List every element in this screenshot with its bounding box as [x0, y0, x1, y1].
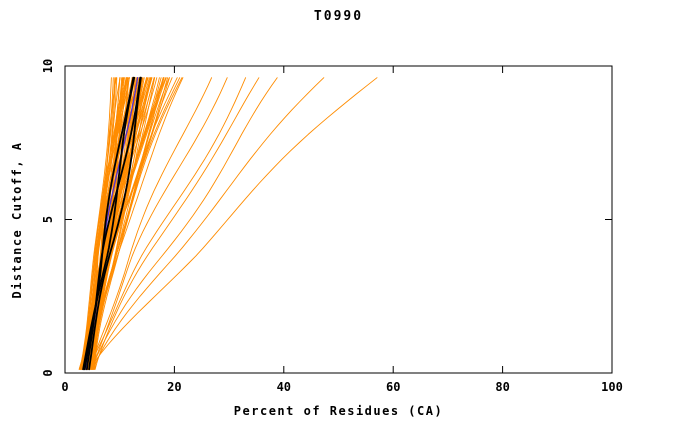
- chart-title: T0990: [313, 9, 364, 24]
- x-axis-label: Percent of Residues (CA): [233, 404, 444, 418]
- svg-text:100: 100: [601, 380, 623, 394]
- svg-text:40: 40: [277, 380, 291, 394]
- svg-text:0: 0: [41, 369, 55, 376]
- svg-text:80: 80: [495, 380, 509, 394]
- svg-text:10: 10: [41, 59, 55, 73]
- svg-text:20: 20: [167, 380, 181, 394]
- svg-text:0: 0: [61, 380, 68, 394]
- svg-text:5: 5: [41, 216, 55, 223]
- svg-text:60: 60: [386, 380, 400, 394]
